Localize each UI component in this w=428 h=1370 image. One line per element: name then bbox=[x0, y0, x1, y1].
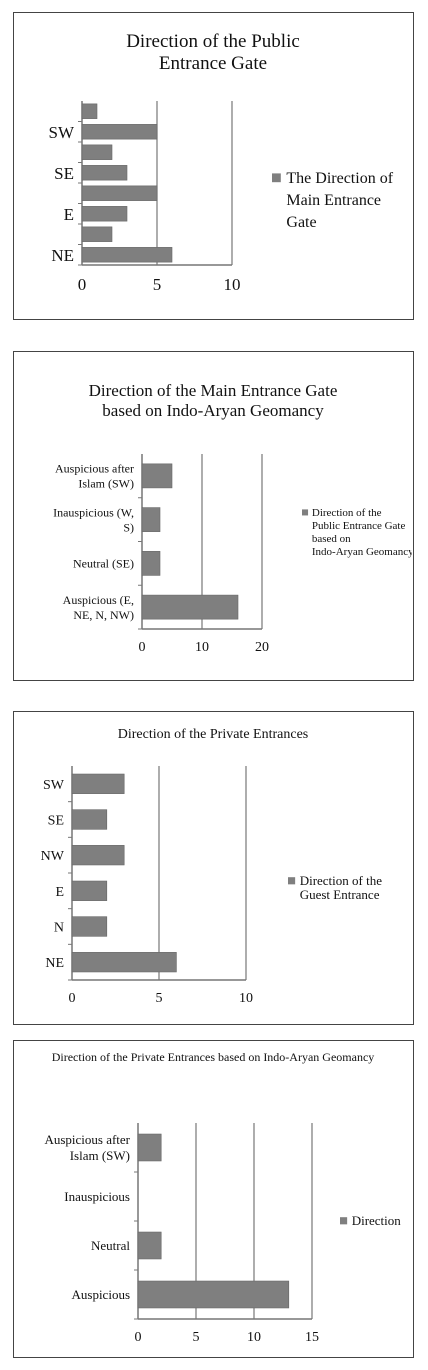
bar bbox=[137, 1231, 162, 1260]
x-tick-label: 5 bbox=[156, 991, 163, 1006]
chart-panel-private-entrances: Direction of the Private Entrances NE N E NW… bbox=[13, 711, 414, 1025]
x-tick-label: 20 bbox=[255, 640, 269, 655]
category-label: N bbox=[54, 921, 64, 936]
bar bbox=[81, 165, 128, 181]
chart-title-line: Entrance Gate bbox=[159, 53, 267, 74]
legend-label-line: based on bbox=[312, 533, 351, 545]
bar bbox=[141, 594, 239, 620]
x-tick-label: 5 bbox=[193, 1330, 200, 1345]
legend-label-line: Main Entrance bbox=[286, 192, 381, 209]
chart-panel-private-geomancy: Direction of the Private Entrances based… bbox=[13, 1040, 414, 1358]
category-label: Islam (SW) bbox=[78, 477, 134, 491]
x-tick-label: 0 bbox=[139, 640, 146, 655]
bar bbox=[141, 507, 161, 532]
category-label: NW bbox=[41, 849, 65, 864]
category-label: Islam (SW) bbox=[70, 1148, 130, 1163]
chart-private-entrances: Direction of the Private EntrancesNENENW… bbox=[41, 727, 383, 1006]
legend-label-line: Direction of the bbox=[312, 507, 382, 519]
category-label: NE bbox=[51, 246, 74, 265]
chart-title-line: based on Indo-Aryan Geomancy bbox=[102, 401, 324, 420]
x-tick-label: 0 bbox=[78, 275, 87, 294]
category-label: SE bbox=[48, 814, 64, 829]
bar bbox=[81, 144, 113, 160]
category-label: NE, N, NW) bbox=[73, 608, 134, 622]
bar bbox=[71, 916, 108, 937]
x-tick-label: 0 bbox=[69, 991, 76, 1006]
x-tick-label: 0 bbox=[135, 1330, 142, 1345]
x-tick-label: 10 bbox=[195, 640, 209, 655]
bar bbox=[71, 880, 108, 901]
bar bbox=[71, 845, 125, 866]
category-label: Inauspicious (W, bbox=[53, 505, 134, 519]
legend-swatch bbox=[340, 1217, 348, 1225]
legend-swatch bbox=[302, 509, 309, 516]
category-label: Auspicious after bbox=[44, 1132, 130, 1147]
bar bbox=[81, 206, 128, 222]
bar bbox=[141, 551, 161, 576]
chart-panel-main-gate-geomancy: Direction of the Main Entrance Gate based… bbox=[13, 351, 414, 681]
x-tick-label: 10 bbox=[224, 275, 241, 294]
legend-label-line: Public Entrance Gate bbox=[312, 520, 406, 532]
category-label: Auspicious (E, bbox=[63, 593, 134, 607]
category-label: Neutral (SE) bbox=[73, 557, 134, 571]
bar bbox=[81, 185, 158, 201]
x-tick-label: 5 bbox=[153, 275, 162, 294]
legend-label-line: Direction of the bbox=[300, 873, 383, 888]
bar bbox=[141, 463, 173, 489]
category-label: SW bbox=[49, 123, 75, 142]
legend-label-line: Direction bbox=[352, 1213, 402, 1228]
legend-label-line: The Direction of bbox=[286, 170, 393, 187]
legend-label-line: Guest Entrance bbox=[300, 887, 380, 902]
category-label: E bbox=[55, 885, 64, 900]
chart-private-entrances-geomancy: Direction of the Private Entrances based… bbox=[44, 1050, 402, 1345]
chart-title-line: Direction of the Public bbox=[126, 31, 300, 52]
category-label: NE bbox=[45, 956, 64, 971]
bar bbox=[81, 247, 173, 263]
x-tick-label: 15 bbox=[305, 1330, 319, 1345]
bar bbox=[81, 103, 98, 119]
chart-title-line: Direction of the Main Entrance Gate bbox=[89, 381, 338, 400]
bar bbox=[81, 226, 113, 242]
category-label: SW bbox=[43, 778, 65, 793]
chart-main-gate-geomancy: Direction of the Main Entrance Gatebased… bbox=[53, 381, 412, 655]
category-label: Inauspicious bbox=[64, 1189, 130, 1204]
category-label: E bbox=[64, 205, 74, 224]
x-tick-label: 10 bbox=[239, 991, 253, 1006]
category-label: Auspicious after bbox=[55, 462, 134, 476]
legend-label-line: Indo-Aryan Geomancy bbox=[312, 546, 412, 558]
chart-title-line: Direction of the Private Entrances based… bbox=[52, 1050, 375, 1064]
bar bbox=[137, 1280, 290, 1309]
legend-swatch bbox=[272, 173, 281, 183]
category-label: Neutral bbox=[91, 1238, 130, 1253]
chart-title-line: Direction of the Private Entrances bbox=[118, 727, 308, 742]
category-label: S) bbox=[123, 520, 134, 534]
category-label: SE bbox=[54, 164, 74, 183]
legend-label-line: Gate bbox=[286, 214, 316, 231]
bar bbox=[71, 773, 125, 794]
legend-swatch bbox=[288, 877, 296, 885]
bar bbox=[81, 124, 158, 140]
category-label: Auspicious bbox=[72, 1287, 131, 1302]
bar bbox=[71, 952, 177, 973]
x-tick-label: 10 bbox=[247, 1330, 261, 1345]
bar bbox=[71, 809, 108, 830]
chart-panel-public-entrance: Direction of the Public Entrance Gate NE E S… bbox=[13, 12, 414, 320]
bar bbox=[137, 1133, 162, 1162]
